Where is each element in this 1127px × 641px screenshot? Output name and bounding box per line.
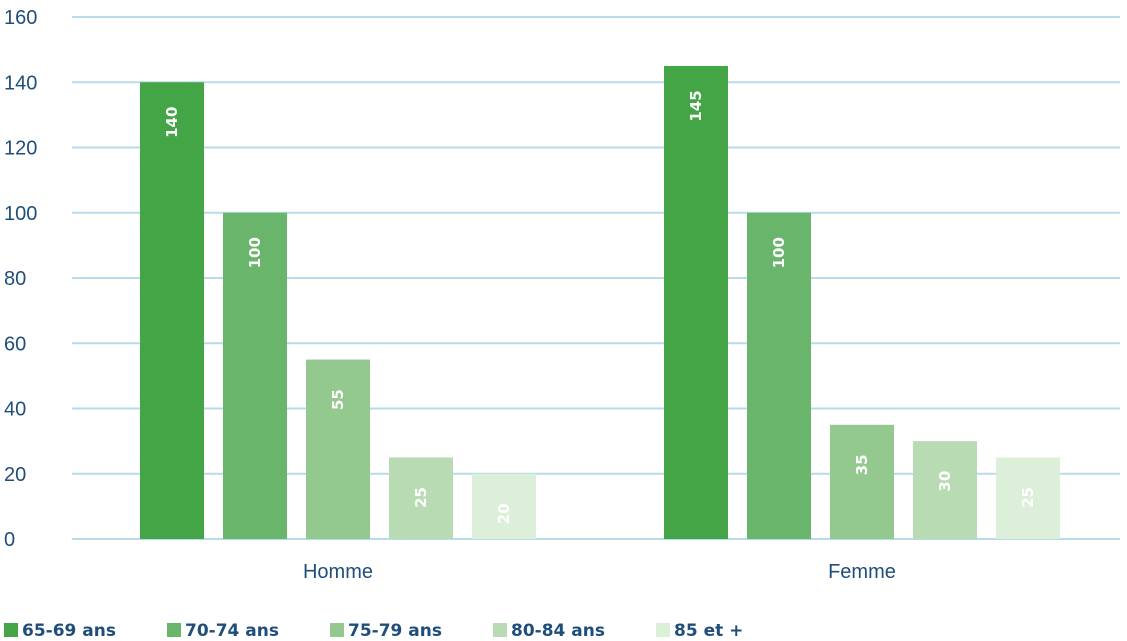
bar-femme-3: [913, 441, 977, 539]
category-label: Homme: [303, 561, 373, 583]
y-tick-label: 60: [4, 333, 26, 355]
data-labels: 140 100 55 25 20 145 100 35 30 25: [163, 90, 1037, 524]
category-label: Femme: [828, 561, 896, 583]
data-label: 100: [770, 237, 788, 268]
bar-homme-4: [472, 473, 536, 539]
legend-label: 75-79 ans: [348, 621, 442, 641]
data-label: 20: [495, 503, 513, 524]
bar-femme-4: [996, 457, 1060, 539]
bar-homme-1: [223, 212, 287, 539]
bars: [140, 65, 1060, 539]
y-tick-label: 140: [4, 72, 37, 94]
y-tick-label: 40: [4, 399, 26, 421]
data-label: 25: [412, 487, 430, 508]
y-tick-label: 80: [4, 268, 26, 290]
data-label: 35: [853, 454, 871, 475]
legend-label: 65-69 ans: [22, 621, 116, 641]
bar-homme-0: [140, 82, 204, 539]
y-tick-label: 20: [4, 464, 26, 486]
legend-swatch: [167, 623, 181, 637]
legend-item: 75-79 ans: [330, 621, 442, 641]
bar-femme-1: [747, 212, 811, 539]
legend: 65-69 ans 70-74 ans 75-79 ans 80-84 ans 85 e…: [4, 621, 743, 641]
legend-item: 65-69 ans: [4, 621, 116, 641]
legend-item: 85 et +: [656, 621, 743, 641]
data-label: 25: [1019, 487, 1037, 508]
legend-swatch: [330, 623, 344, 637]
data-label: 145: [687, 90, 705, 121]
x-axis-category-labels: Homme Femme: [303, 561, 896, 583]
legend-label: 85 et +: [674, 621, 743, 641]
y-tick-label: 160: [4, 7, 37, 29]
legend-item: 80-84 ans: [493, 621, 605, 641]
bar-femme-0: [664, 65, 728, 539]
bar-homme-3: [389, 457, 453, 539]
bar-homme-2: [306, 359, 370, 539]
y-axis-tick-labels: 0 20 40 60 80 100 120 140 160: [4, 7, 37, 551]
data-label: 55: [329, 389, 347, 410]
y-tick-label: 0: [4, 529, 15, 551]
legend-label: 80-84 ans: [511, 621, 605, 641]
data-label: 140: [163, 107, 181, 138]
legend-item: 70-74 ans: [167, 621, 279, 641]
y-tick-label: 100: [4, 203, 37, 225]
legend-swatch: [656, 623, 670, 637]
data-label: 30: [936, 471, 954, 492]
bar-femme-2: [830, 424, 894, 539]
legend-label: 70-74 ans: [185, 621, 279, 641]
y-tick-label: 120: [4, 138, 37, 160]
legend-swatch: [493, 623, 507, 637]
legend-swatch: [4, 623, 18, 637]
data-label: 100: [246, 237, 264, 268]
